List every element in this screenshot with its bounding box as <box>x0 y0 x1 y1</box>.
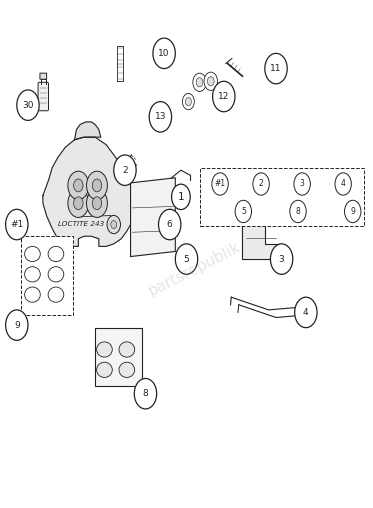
Circle shape <box>172 184 190 209</box>
Circle shape <box>335 173 351 195</box>
Circle shape <box>6 310 28 340</box>
Circle shape <box>92 197 102 210</box>
Circle shape <box>87 171 107 200</box>
Circle shape <box>253 173 269 195</box>
Text: 12: 12 <box>218 92 229 101</box>
Text: 11: 11 <box>270 64 282 73</box>
Ellipse shape <box>119 342 135 357</box>
Circle shape <box>270 244 293 274</box>
Circle shape <box>153 38 175 69</box>
Text: 5: 5 <box>184 255 189 264</box>
Circle shape <box>212 173 228 195</box>
Circle shape <box>265 53 287 84</box>
Text: #1: #1 <box>214 179 226 188</box>
Circle shape <box>111 220 117 229</box>
Bar <box>21 236 73 315</box>
Circle shape <box>193 73 206 91</box>
Ellipse shape <box>25 267 40 282</box>
Ellipse shape <box>97 342 112 357</box>
Circle shape <box>73 179 83 192</box>
Circle shape <box>87 189 107 217</box>
Circle shape <box>185 98 191 106</box>
Circle shape <box>114 155 136 185</box>
Circle shape <box>149 102 172 132</box>
Text: 1: 1 <box>178 192 184 202</box>
Text: 8: 8 <box>296 207 300 216</box>
Ellipse shape <box>97 362 112 377</box>
FancyBboxPatch shape <box>38 82 48 111</box>
Ellipse shape <box>25 287 40 302</box>
Circle shape <box>295 297 317 328</box>
Circle shape <box>68 171 89 200</box>
Text: 5: 5 <box>241 207 246 216</box>
Circle shape <box>182 93 194 110</box>
Circle shape <box>196 78 203 87</box>
Bar <box>200 168 364 226</box>
Circle shape <box>107 215 120 234</box>
Text: 9: 9 <box>14 321 20 330</box>
Circle shape <box>92 179 102 192</box>
Circle shape <box>134 378 157 409</box>
Circle shape <box>290 200 306 223</box>
Bar <box>95 328 142 386</box>
Ellipse shape <box>48 267 64 282</box>
Text: 2: 2 <box>122 166 128 175</box>
Polygon shape <box>131 178 175 257</box>
Text: 10: 10 <box>159 49 170 58</box>
FancyBboxPatch shape <box>40 73 47 79</box>
Text: 9: 9 <box>350 207 355 216</box>
Text: 8: 8 <box>142 389 148 398</box>
Text: 4: 4 <box>303 308 309 317</box>
Ellipse shape <box>48 287 64 302</box>
Polygon shape <box>242 221 280 259</box>
Text: 2: 2 <box>259 179 263 188</box>
Text: 3: 3 <box>300 179 305 188</box>
Ellipse shape <box>48 246 64 262</box>
Circle shape <box>294 173 310 195</box>
Text: partsrepublik: partsrepublik <box>145 239 242 299</box>
Circle shape <box>235 200 251 223</box>
Circle shape <box>159 209 181 240</box>
Circle shape <box>207 77 214 86</box>
Polygon shape <box>75 122 101 140</box>
Circle shape <box>213 81 235 112</box>
Circle shape <box>345 200 361 223</box>
Circle shape <box>73 197 83 210</box>
Text: 13: 13 <box>155 112 166 121</box>
Text: 3: 3 <box>279 255 285 264</box>
Polygon shape <box>43 137 134 246</box>
Text: 6: 6 <box>167 220 173 229</box>
Text: 4: 4 <box>341 179 346 188</box>
Circle shape <box>6 209 28 240</box>
Circle shape <box>68 189 89 217</box>
Ellipse shape <box>119 362 135 377</box>
Circle shape <box>175 244 198 274</box>
Text: #1: #1 <box>10 220 23 229</box>
Circle shape <box>204 72 217 90</box>
Circle shape <box>17 90 39 120</box>
Text: LOCTITE 243: LOCTITE 243 <box>58 220 104 227</box>
Text: 30: 30 <box>22 101 34 110</box>
Ellipse shape <box>25 246 40 262</box>
